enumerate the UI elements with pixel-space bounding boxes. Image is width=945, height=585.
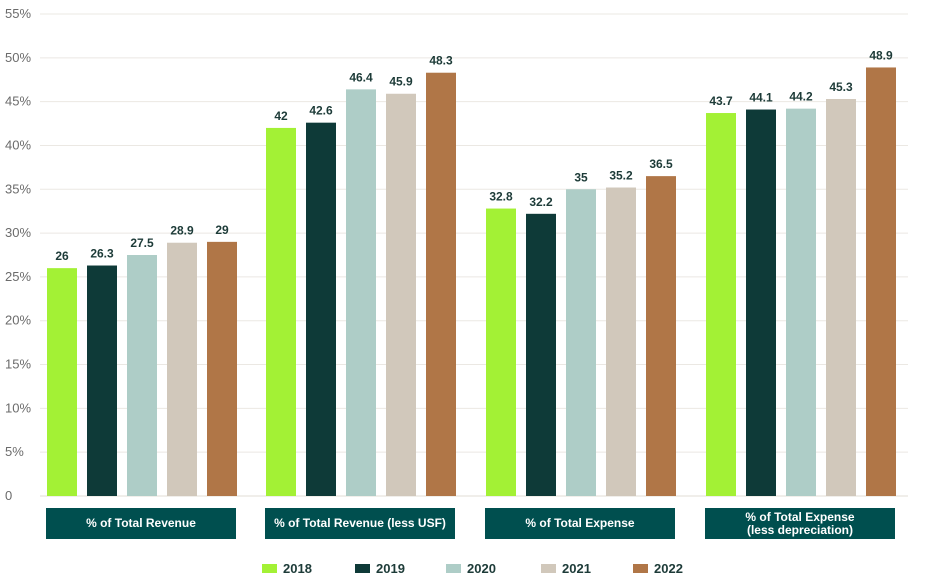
y-tick-label: 5%: [5, 444, 24, 459]
legend-swatch: [541, 564, 556, 573]
data-label: 43.7: [709, 94, 733, 108]
bar-2018: [706, 113, 736, 497]
data-label: 28.9: [170, 224, 194, 238]
bar-2021: [386, 93, 416, 497]
legend-item-2019: 2019: [355, 561, 405, 576]
data-label: 36.5: [649, 157, 673, 171]
legend-item-2021: 2021: [541, 561, 591, 576]
data-label: 48.9: [869, 48, 893, 62]
data-label: 42: [274, 109, 288, 123]
bar-2022: [866, 67, 896, 496]
bar-2019: [746, 109, 776, 497]
legend-label: 2019: [376, 561, 405, 576]
category-label-total-revenue: % of Total Revenue: [46, 508, 236, 539]
data-label: 26: [55, 249, 69, 263]
data-label: 48.3: [429, 54, 453, 68]
bar-2022: [646, 176, 676, 497]
bar-2018: [486, 208, 516, 496]
y-tick-label: 20%: [5, 313, 31, 328]
legend-label: 2021: [562, 561, 591, 576]
bar-2021: [167, 242, 197, 496]
y-tick-label: 50%: [5, 50, 31, 65]
y-tick-label: 35%: [5, 181, 31, 196]
legend-swatch: [633, 564, 648, 573]
legend-swatch: [355, 564, 370, 573]
legend-item-2022: 2022: [633, 561, 683, 576]
data-label: 32.2: [529, 195, 553, 209]
bar-2018: [47, 268, 77, 496]
category-label-total-expense-less-depreciation: % of Total Expense (less depreciation): [705, 508, 895, 539]
bar-2020: [346, 89, 376, 496]
legend-label: 2020: [467, 561, 496, 576]
data-label: 35.2: [609, 169, 633, 183]
data-label: 45.3: [829, 80, 853, 94]
legend-item-2018: 2018: [262, 561, 312, 576]
category-label-total-revenue-less-usf: % of Total Revenue (less USF): [265, 508, 455, 539]
legend-swatch: [262, 564, 277, 573]
legend-label: 2022: [654, 561, 683, 576]
y-tick-label: 40%: [5, 137, 31, 152]
y-tick-label: 55%: [5, 6, 31, 21]
bar-2022: [207, 241, 237, 496]
bar-2018: [266, 127, 296, 496]
y-tick-label: 45%: [5, 94, 31, 109]
y-tick-label: 15%: [5, 357, 31, 372]
data-label: 45.9: [389, 75, 413, 89]
legend-label: 2018: [283, 561, 312, 576]
data-label: 27.5: [130, 236, 154, 250]
bar-2021: [826, 99, 856, 497]
bar-2019: [526, 213, 556, 496]
y-tick-label: 30%: [5, 225, 31, 240]
bar-2020: [127, 255, 157, 496]
data-label: 46.4: [349, 70, 373, 84]
y-tick-label: 0: [5, 488, 12, 503]
data-label: 42.6: [309, 104, 333, 118]
bar-2020: [786, 108, 816, 496]
bar-2019: [306, 122, 336, 496]
bar-2021: [606, 187, 636, 496]
category-label-total-expense: % of Total Expense: [485, 508, 675, 539]
y-tick-label: 10%: [5, 400, 31, 415]
bar-2020: [566, 189, 596, 497]
legend-swatch: [446, 564, 461, 573]
bar-2022: [426, 72, 456, 496]
data-label: 32.8: [489, 190, 513, 204]
y-tick-label: 25%: [5, 269, 31, 284]
data-label: 26.3: [90, 247, 114, 261]
data-label: 29: [215, 223, 229, 237]
data-label: 44.2: [789, 90, 813, 104]
data-label: 35: [574, 170, 588, 184]
legend-item-2020: 2020: [446, 561, 496, 576]
data-label: 44.1: [749, 91, 773, 105]
bar-2019: [87, 265, 117, 496]
